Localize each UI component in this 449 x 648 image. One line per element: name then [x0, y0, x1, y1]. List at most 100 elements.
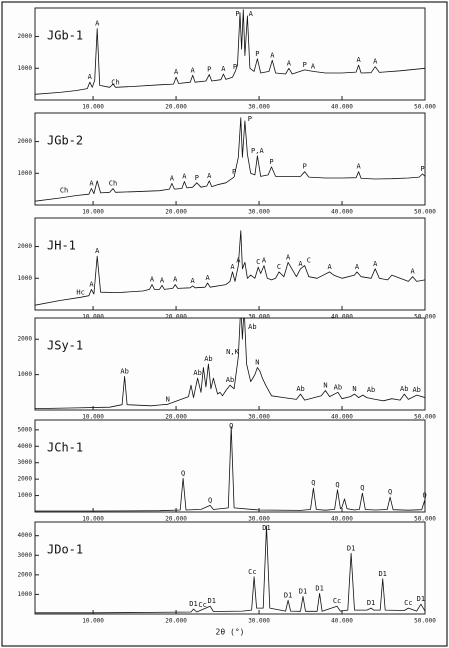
- x-tick-label: 50.000: [414, 618, 436, 625]
- y-tick-label: 3000: [18, 459, 33, 466]
- peak-label: A: [88, 73, 93, 81]
- peak-label: A: [221, 65, 226, 73]
- plot-area: [35, 230, 425, 306]
- peak-label: P: [255, 50, 259, 58]
- peak-label: Ab: [120, 367, 128, 375]
- peak-label: A: [355, 263, 360, 271]
- peak-label: N: [352, 385, 356, 393]
- peak-label: D1: [299, 587, 307, 595]
- peak-label: A: [89, 180, 94, 188]
- peak-label: A: [230, 263, 235, 271]
- x-tick-label: 40.000: [331, 516, 353, 523]
- peak-label: Ch: [109, 180, 117, 188]
- peak-label: D1: [315, 584, 323, 592]
- y-tick-label: 1000: [18, 275, 33, 282]
- peak-label: Cc: [404, 599, 412, 607]
- x-tick-label: 10.000: [82, 516, 104, 523]
- peak-label: Q: [311, 479, 315, 487]
- peak-label: Ab: [334, 383, 342, 391]
- peak-label: C: [307, 257, 311, 265]
- peak-label: Ab: [400, 385, 408, 393]
- x-tick-label: 30.000: [248, 414, 270, 421]
- peak-label: A: [373, 260, 378, 268]
- x-tick-label: 10.000: [82, 104, 104, 111]
- y-tick-label: 5000: [18, 426, 33, 433]
- y-tick-label: 2000: [18, 33, 33, 40]
- peak-label: P: [269, 158, 273, 166]
- peak-label: C: [256, 258, 260, 266]
- x-tick-label: 50.000: [414, 104, 436, 111]
- peak-label: D1: [367, 599, 375, 607]
- y-tick-label: 2000: [18, 138, 33, 145]
- peak-label: Ab: [248, 323, 256, 331]
- x-tick-label: 40.000: [331, 314, 353, 321]
- x-tick-label: 30.000: [248, 104, 270, 111]
- peak-label: A: [207, 172, 212, 180]
- sample-name: JH-1: [47, 239, 76, 253]
- sample-name: JDo-1: [47, 543, 83, 557]
- peak-label: Ab: [412, 386, 420, 394]
- diffraction-line: [35, 426, 425, 512]
- peak-label: D1: [284, 591, 292, 599]
- plot-area: [35, 318, 425, 409]
- y-tick-label: 3000: [18, 552, 33, 559]
- y-tick-label: 4000: [18, 532, 33, 539]
- peak-label: D1: [347, 544, 355, 552]
- peak-label: Ab: [367, 386, 375, 394]
- peak-label: P: [232, 168, 236, 176]
- peak-label: Q: [208, 496, 212, 504]
- peak-label: A: [191, 66, 196, 74]
- peak-label: A: [95, 247, 100, 255]
- peak-label: D1: [189, 600, 197, 608]
- x-tick-label: 40.000: [331, 209, 353, 216]
- peak-label: N: [323, 382, 327, 390]
- peak-label: A: [373, 58, 378, 66]
- peak-label: A: [182, 173, 187, 181]
- y-tick-label: 2000: [18, 243, 33, 250]
- peak-label: A: [160, 276, 165, 284]
- x-tick-label: 30.000: [248, 209, 270, 216]
- peak-label: P: [235, 10, 239, 18]
- peak-label: Ab: [204, 355, 212, 363]
- x-tick-label: 50.000: [414, 414, 436, 421]
- plot-area: [35, 9, 425, 95]
- peak-label: A: [150, 276, 155, 284]
- diffraction-line: [35, 525, 425, 614]
- peak-label: P: [248, 115, 252, 123]
- peak-label: P: [420, 165, 424, 173]
- peak-label: A: [298, 260, 303, 268]
- peak-label: P,A: [251, 147, 264, 155]
- peak-label: A: [249, 10, 254, 18]
- peak-label: D1: [417, 595, 425, 603]
- peak-label: A: [170, 174, 175, 182]
- peak-label: Ab: [296, 385, 304, 393]
- x-tick-label: 20.000: [165, 209, 187, 216]
- peak-label: D1: [378, 570, 386, 578]
- plot-area: [35, 117, 425, 202]
- peak-label: Cc: [248, 568, 256, 576]
- x-tick-label: 10.000: [82, 314, 104, 321]
- peak-label: N,K: [226, 348, 239, 356]
- peak-label: A: [357, 56, 362, 64]
- x-tick-label: 40.000: [331, 414, 353, 421]
- peak-label: A: [236, 257, 241, 265]
- peak-label: A: [95, 20, 100, 28]
- peak-label: P: [303, 163, 307, 171]
- x-tick-label: 30.000: [248, 618, 270, 625]
- peak-label: A: [205, 274, 210, 282]
- panel-frame: [34, 419, 426, 513]
- peak-label: A: [262, 257, 267, 265]
- panel-frame: [34, 521, 426, 615]
- diffraction-line: [35, 230, 425, 306]
- peak-label: Q: [360, 484, 364, 492]
- x-tick-label: 20.000: [165, 314, 187, 321]
- y-tick-label: 1000: [18, 492, 33, 499]
- peak-label: C: [277, 263, 281, 271]
- peak-label: A: [270, 51, 275, 59]
- x-tick-label: 40.000: [331, 618, 353, 625]
- x-tick-label: 10.000: [82, 414, 104, 421]
- peak-label: A: [410, 268, 415, 276]
- y-tick-label: 2000: [18, 571, 33, 578]
